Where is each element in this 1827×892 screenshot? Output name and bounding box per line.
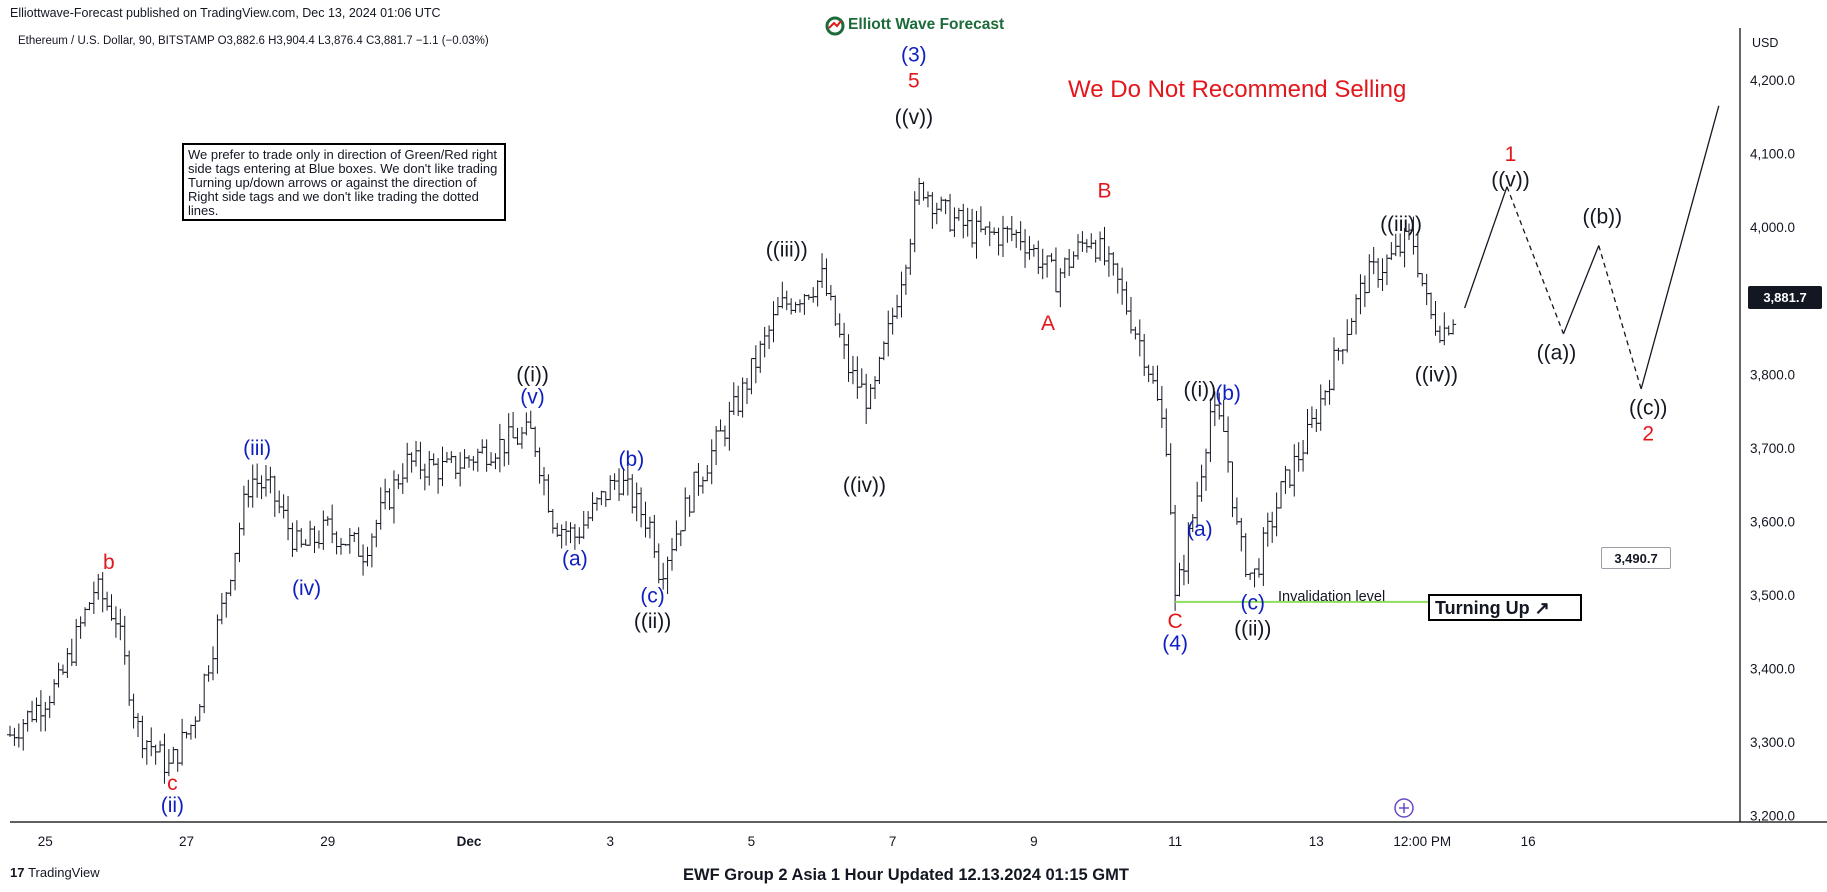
wave-label: ((iv)) [843,474,886,497]
brand-title: Elliott Wave Forecast [848,16,1005,33]
invalidation-label: Invalidation level [1278,589,1386,605]
x-tick-label: 27 [179,834,194,849]
wave-label: (b) [619,448,645,471]
wave-label: ((i)) [516,364,549,387]
tradingview-logo-text: TradingView [28,865,100,880]
y-tick-label: 3,700.0 [1750,441,1795,456]
projection-segment [1562,245,1600,335]
wave-label: ((v)) [1491,169,1529,192]
wave-label: ((ii)) [634,610,671,633]
x-tick-label: 5 [748,834,756,849]
x-tick-label: 9 [1030,834,1038,849]
wave-label: (ii) [161,794,184,817]
x-tick-label: 3 [606,834,614,849]
wave-label: C [1168,610,1183,633]
wave-label: (a) [1187,518,1213,541]
wave-label: ((iv)) [1415,364,1458,387]
wave-label: (iv) [292,577,321,600]
tradingview-logo: 17 TradingView [10,865,100,880]
x-tick-label: Dec [457,834,482,849]
wave-label: (3) [901,44,927,67]
wave-label: (a) [562,548,588,571]
projection-segment [1598,245,1642,390]
wave-label: ((b)) [1582,205,1622,228]
wave-label: ((i)) [1183,378,1216,401]
wave-label: 1 [1505,143,1517,166]
y-tick-label: 4,200.0 [1750,73,1795,88]
x-tick-label: 11 [1168,834,1182,849]
turning-up-box: Turning Up ↗ [1428,594,1582,621]
target-icon [1394,798,1414,818]
wave-label: ((c)) [1629,397,1667,420]
wave-label: c [167,772,178,795]
wave-label: 2 [1642,422,1654,445]
wave-label: (c) [640,584,665,607]
wave-label: ((iii)) [1380,213,1422,236]
x-tick-label: 12:00 PM [1393,834,1451,849]
x-tick-label: 7 [889,834,897,849]
last-price-tag: 3,881.7 [1748,286,1822,309]
invalidation-level-tag: 3,490.7 [1601,547,1671,569]
wave-label: A [1041,312,1055,335]
published-caption: Elliottwave-Forecast published on Tradin… [10,6,441,20]
wave-label: (v) [520,386,545,409]
projection-segment [1463,186,1508,309]
wave-label: ((v)) [895,106,933,129]
wave-label: 5 [908,69,920,92]
currency-label: USD [1752,36,1779,50]
wave-label: ((ii)) [1234,617,1271,640]
x-tick-label: 29 [320,834,335,849]
x-tick-label: 25 [38,834,53,849]
y-tick-label: 3,600.0 [1750,514,1795,529]
ewf-logo-icon [825,16,845,36]
y-tick-label: 3,300.0 [1750,735,1795,750]
y-tick-label: 4,100.0 [1750,147,1795,162]
trading-note-box: We prefer to trade only in direction of … [182,143,506,221]
y-tick-label: 3,200.0 [1750,809,1795,824]
y-tick-label: 3,500.0 [1750,588,1795,603]
projection-segment [1506,186,1565,335]
tradingview-logo-icon: 17 [10,865,29,880]
wave-label: (iii) [243,437,271,460]
y-tick-label: 4,000.0 [1750,220,1795,235]
wave-label: (b) [1215,382,1241,405]
projection-segment [1640,105,1720,390]
wave-label: b [103,551,115,574]
y-tick-label: 3,800.0 [1750,367,1795,382]
wave-label: B [1097,180,1111,203]
symbol-ohlc-line: Ethereum / U.S. Dollar, 90, BITSTAMP O3,… [18,35,489,47]
wave-label: (c) [1241,592,1266,615]
y-tick-label: 3,400.0 [1750,662,1795,677]
warning-text: We Do Not Recommend Selling [1068,76,1407,103]
x-tick-label: 16 [1521,834,1536,849]
x-tick-label: 13 [1309,834,1324,849]
wave-label: ((iii)) [766,239,808,262]
wave-label: ((a)) [1537,342,1577,365]
footer-title: EWF Group 2 Asia 1 Hour Updated 12.13.20… [683,866,1129,884]
wave-label: (4) [1162,632,1188,655]
